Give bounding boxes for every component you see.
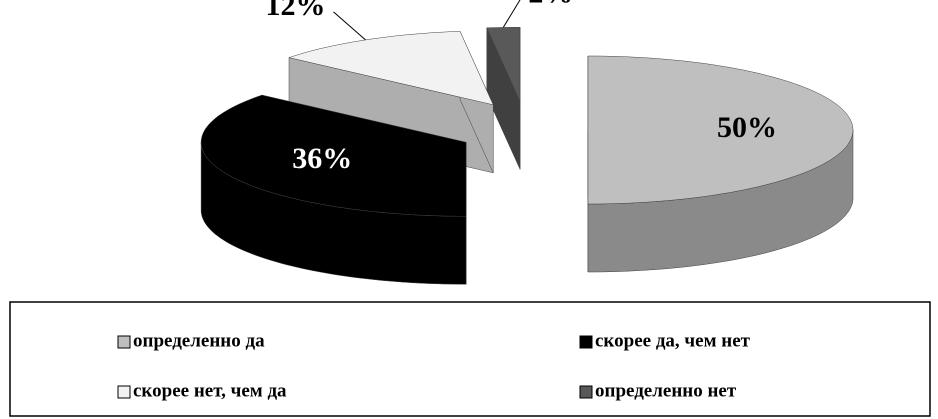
pie: 50% 36% 12% 2%	[200, 0, 854, 285]
data-label: 36%	[292, 142, 352, 175]
slice	[200, 94, 467, 217]
legend-label: определенно нет	[595, 380, 737, 401]
leader-line	[333, 11, 366, 41]
data-label: 2%	[528, 0, 573, 9]
data-label: 12%	[266, 0, 326, 22]
legend-label: определенно да	[133, 330, 265, 351]
legend-swatch	[579, 385, 593, 399]
legend: определенно да скорее да, чем нет скорее н…	[117, 330, 751, 401]
data-label: 50%	[717, 111, 777, 144]
legend-swatch	[117, 385, 131, 399]
leader-line	[502, 0, 521, 28]
legend-label: скорее нет, чем да	[133, 380, 287, 401]
slice	[587, 55, 854, 205]
slice	[486, 27, 521, 102]
legend-label: скорее да, чем нет	[595, 330, 751, 351]
legend-swatch	[579, 335, 593, 349]
legend-swatch	[117, 335, 131, 349]
legend-box	[9, 301, 931, 417]
